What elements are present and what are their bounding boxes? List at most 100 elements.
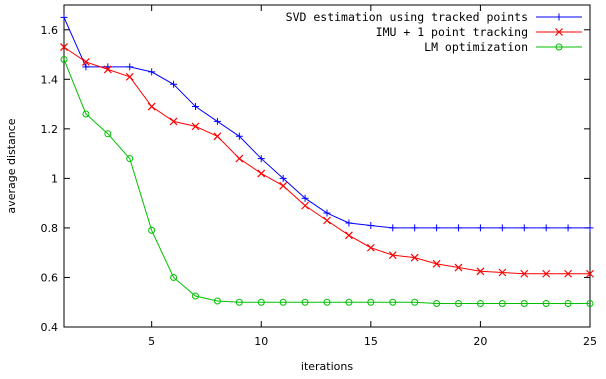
data-point <box>345 219 353 227</box>
x-tick-label: 5 <box>148 335 155 348</box>
data-point <box>476 267 485 276</box>
data-point <box>476 224 484 232</box>
y-tick-label: 0.6 <box>41 271 59 284</box>
data-point <box>104 130 112 138</box>
x-tick-label: 10 <box>254 335 268 348</box>
data-point <box>279 174 287 182</box>
data-point <box>257 169 266 178</box>
data-point <box>455 299 462 307</box>
data-point <box>235 298 243 306</box>
plot-frame <box>63 4 591 328</box>
data-point <box>125 72 134 81</box>
data-point <box>323 209 331 217</box>
data-point <box>564 269 573 278</box>
data-point <box>433 224 441 232</box>
data-point <box>126 63 134 71</box>
data-point <box>213 297 221 305</box>
data-point <box>389 224 397 232</box>
data-point <box>191 122 200 131</box>
x-axis-title: iterations <box>301 360 353 373</box>
legend-swatch-marker <box>555 13 563 21</box>
data-point <box>192 103 199 111</box>
data-point <box>564 299 572 307</box>
data-point <box>520 299 528 307</box>
data-point <box>433 299 441 307</box>
data-point <box>454 263 463 272</box>
data-point <box>542 224 550 232</box>
data-point <box>60 43 68 52</box>
data-point <box>323 216 331 225</box>
data-point <box>103 65 112 74</box>
x-tick-label: 15 <box>364 335 378 348</box>
legend-label: IMU + 1 point tracking <box>376 25 528 39</box>
data-point <box>213 117 221 125</box>
data-point <box>235 154 244 163</box>
data-point <box>323 298 331 306</box>
data-point <box>301 298 309 306</box>
data-point <box>498 268 507 277</box>
data-point <box>542 269 551 278</box>
data-point <box>170 273 178 281</box>
data-point <box>82 110 90 118</box>
y-tick-label: 1 <box>51 172 58 185</box>
data-point <box>520 224 528 232</box>
data-point <box>366 243 375 252</box>
data-point <box>345 298 353 306</box>
data-point <box>389 298 397 306</box>
legend-swatch-marker <box>555 43 563 51</box>
data-point <box>279 181 288 190</box>
data-point <box>169 117 178 126</box>
data-point <box>257 298 265 306</box>
data-point <box>60 55 68 63</box>
series-1 <box>60 13 594 232</box>
legend-item: IMU + 1 point tracking <box>376 25 582 39</box>
data-point <box>476 299 484 307</box>
data-point <box>279 298 287 306</box>
legend-label: SVD estimation using tracked points <box>286 10 528 24</box>
data-point <box>411 298 419 306</box>
series-line <box>63 46 590 275</box>
data-point <box>520 269 529 278</box>
data-point <box>564 224 572 232</box>
data-point <box>344 231 353 240</box>
data-point <box>257 155 265 163</box>
y-tick-label: 0.8 <box>41 222 59 235</box>
data-point <box>367 298 375 306</box>
data-point <box>455 224 462 232</box>
y-axis-title: average distance <box>5 118 18 213</box>
data-point <box>60 13 68 21</box>
data-point <box>586 224 594 232</box>
axis-ticks: 5 10 15 20 25 0.4 0.6 0.8 1 1.2 1.4 1.6 <box>41 5 597 348</box>
series-3 <box>60 55 594 307</box>
data-point <box>147 102 156 111</box>
data-point <box>388 251 397 260</box>
data-point <box>235 132 243 140</box>
series-2 <box>60 43 594 278</box>
data-point <box>301 201 310 210</box>
data-point <box>82 63 90 71</box>
data-point <box>367 221 375 229</box>
data-point <box>586 299 594 307</box>
data-point <box>126 155 134 163</box>
x-tick-label: 20 <box>473 335 487 348</box>
data-point <box>148 226 156 234</box>
legend-item: LM optimization <box>424 40 582 54</box>
data-point <box>432 259 441 268</box>
y-tick-label: 1.2 <box>41 123 59 136</box>
data-point <box>192 292 199 300</box>
y-tick-label: 1.4 <box>41 73 59 86</box>
x-tick-label: 25 <box>583 335 597 348</box>
legend-swatch-marker <box>555 28 563 36</box>
y-tick-label: 0.4 <box>41 321 59 334</box>
data-point <box>81 58 90 66</box>
data-point <box>542 299 550 307</box>
legend-item: SVD estimation using tracked points <box>286 10 582 24</box>
legend-label: LM optimization <box>424 40 528 54</box>
series-line <box>63 59 590 304</box>
data-point <box>498 224 506 232</box>
data-point <box>411 224 419 232</box>
y-tick-label: 1.6 <box>41 24 59 37</box>
data-point <box>410 253 419 262</box>
